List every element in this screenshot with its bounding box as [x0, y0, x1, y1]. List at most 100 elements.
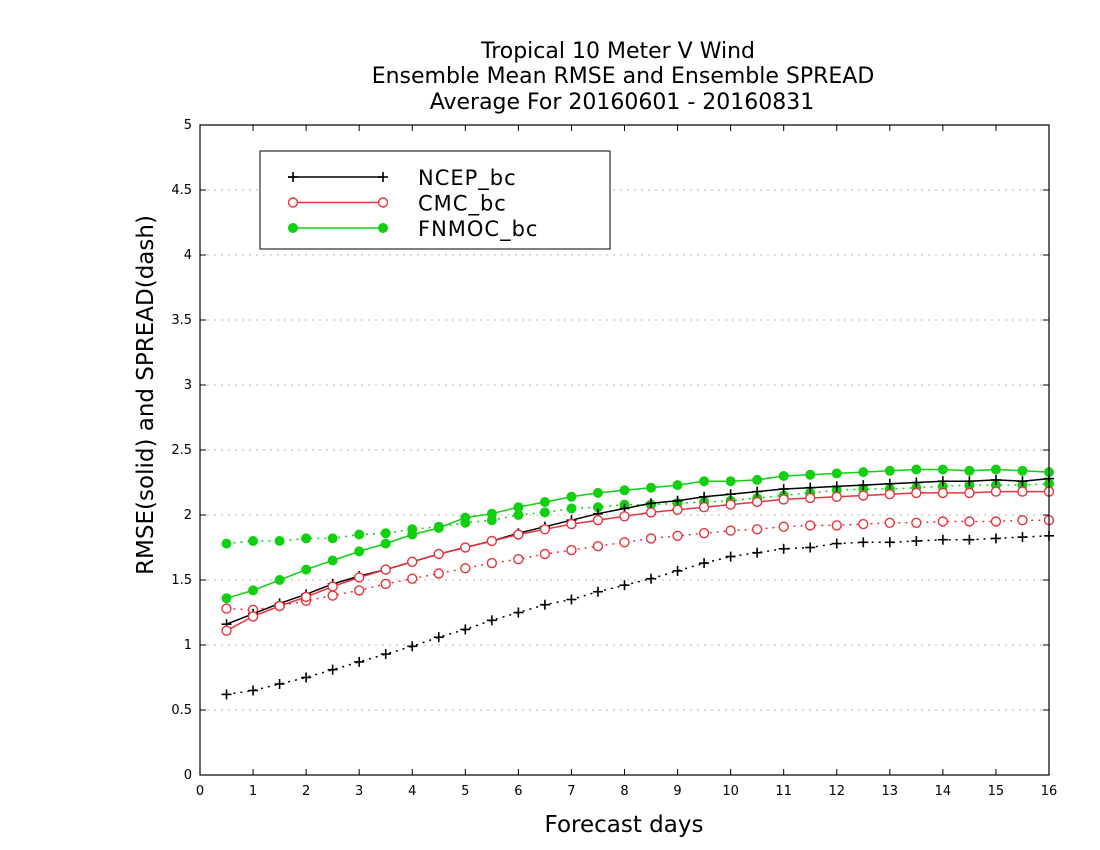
spread-point [990, 516, 1002, 527]
spread-line [226, 483, 1050, 545]
y-axis-title: RMSE(solid) and SPREAD(dash) [133, 215, 159, 575]
x-tick-label: 15 [988, 784, 1005, 799]
rmse-point [990, 486, 1002, 497]
spread-point [248, 685, 259, 696]
x-tick-label: 14 [935, 784, 952, 799]
spread-point [698, 528, 710, 539]
spread-point [831, 520, 842, 531]
spread-point [858, 537, 869, 548]
legend-entry: CMC_bc [287, 192, 506, 217]
rmse-point [858, 490, 869, 501]
spread-point [592, 586, 603, 597]
rmse-point [672, 495, 683, 506]
legend-marker [287, 197, 299, 208]
rmse-point [964, 487, 975, 499]
x-tick-label: 8 [620, 784, 628, 799]
spread-point [911, 517, 922, 528]
rmse-point [778, 484, 789, 494]
spread-point [539, 507, 550, 518]
rmse-point [1017, 486, 1028, 497]
spread-point [619, 537, 630, 548]
title-line-2: Ensemble Mean RMSE and Ensemble SPREAD [372, 64, 875, 89]
spread-point [725, 525, 736, 536]
spread-point [460, 624, 471, 635]
spread-point [646, 573, 657, 584]
rmse-point [248, 585, 259, 596]
rmse-point [725, 499, 736, 510]
x-tick-label: 5 [461, 784, 469, 799]
y-tick-label: 5 [184, 118, 192, 133]
rmse-point [937, 476, 948, 487]
rmse-point [990, 474, 1001, 485]
series-CMC_bc-rmse [221, 486, 1055, 636]
x-tick-label: 11 [775, 784, 792, 799]
rmse-point [646, 482, 657, 493]
spread-point [380, 528, 391, 539]
rmse-point [327, 555, 338, 566]
x-tick-label: 2 [302, 784, 310, 799]
spread-point [539, 548, 551, 560]
spread-point [327, 590, 338, 601]
y-tick-label: 0 [184, 768, 192, 783]
spread-point [805, 520, 816, 531]
x-tick-label: 10 [722, 784, 739, 799]
spread-point [486, 557, 498, 569]
spread-point [407, 573, 418, 584]
spread-point [353, 585, 365, 596]
spread-point [486, 615, 497, 626]
rmse-point [937, 487, 949, 499]
y-tick-label: 3.5 [171, 313, 192, 328]
rmse-point [513, 529, 524, 540]
spread-point [354, 529, 365, 540]
rmse-point [619, 511, 630, 522]
x-tick-label: 4 [408, 784, 416, 799]
rmse-line [226, 490, 1049, 632]
spread-point [964, 516, 975, 527]
axis-ticks [199, 124, 1050, 776]
spread-point [327, 664, 338, 675]
rmse-point [831, 481, 842, 492]
x-tick-label: 16 [1041, 784, 1058, 799]
rmse-point [221, 593, 232, 604]
y-tick-label: 1.5 [171, 573, 192, 588]
spread-point [566, 594, 577, 605]
series [221, 464, 1055, 700]
spread-point [911, 536, 922, 546]
rmse-point [380, 538, 391, 549]
rmse-point [407, 556, 418, 567]
spread-point [460, 563, 471, 574]
spread-point [301, 533, 312, 544]
spread-point [274, 679, 285, 689]
x-tick-label: 0 [196, 784, 204, 799]
spread-point [831, 538, 842, 549]
rmse-point [831, 491, 842, 502]
x-tick-label: 13 [882, 784, 899, 799]
rmse-point [858, 467, 869, 478]
rmse-point [911, 487, 922, 499]
legend-box [259, 150, 611, 250]
rmse-point [752, 486, 763, 497]
x-axis-title: Forecast days [545, 812, 704, 838]
tick-labels: 00.511.522.533.544.550 1 2 3 4 5 6 7 8 9 10 11 12 13 1… [171, 118, 1057, 799]
rmse-point [884, 465, 895, 476]
rmse-point [672, 504, 683, 515]
rmse-point [407, 529, 418, 540]
spread-point [805, 542, 816, 553]
rmse-point [990, 464, 1001, 475]
spread-line [226, 535, 1050, 696]
rmse-point [353, 572, 365, 583]
y-tick-label: 4 [184, 248, 192, 263]
spread-point [354, 656, 365, 667]
rmse-point [566, 491, 577, 502]
rmse-point [831, 468, 842, 479]
rmse-point [858, 480, 869, 491]
rmse-point [433, 523, 444, 533]
rmse-point [646, 498, 657, 509]
spread-point [513, 554, 524, 565]
series-CMC_bc-spread [221, 515, 1055, 616]
chart-title: Tropical 10 Meter V Wind Ensemble Mean R… [372, 39, 875, 115]
legend-marker [378, 223, 388, 233]
legend-label: FNMOC_bc [418, 217, 538, 242]
rmse-point [221, 625, 232, 636]
